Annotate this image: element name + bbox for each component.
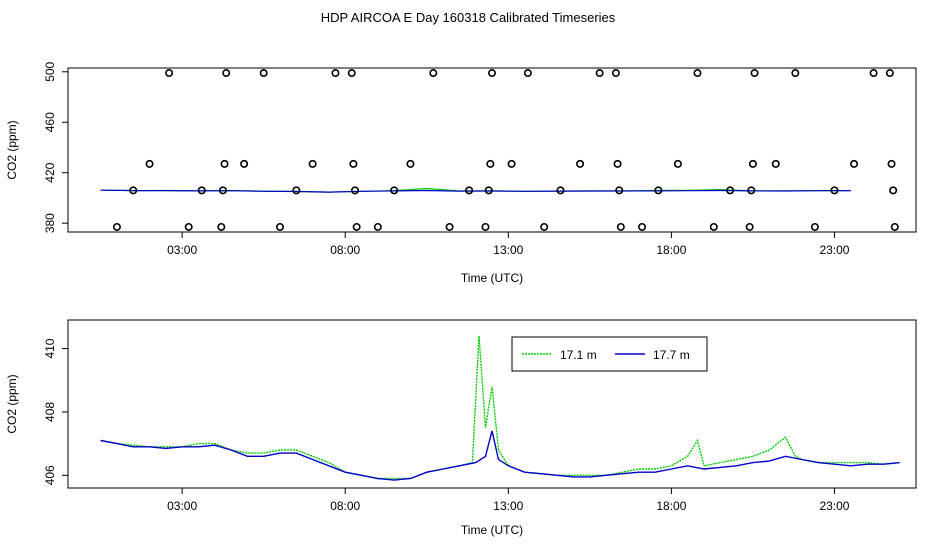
cal-marker [349, 159, 358, 168]
y-tick-label: 380 [43, 213, 57, 233]
cal-marker [347, 69, 356, 78]
x-tick-label: 23:00 [819, 243, 849, 257]
cal-marker [486, 159, 495, 168]
cal-marker [481, 222, 490, 231]
cal-marker [390, 186, 399, 195]
cal-marker [523, 69, 532, 78]
cal-marker [726, 186, 735, 195]
cal-marker [869, 69, 878, 78]
cal-marker [406, 159, 415, 168]
cal-marker [465, 186, 474, 195]
cal-marker [484, 186, 493, 195]
cal-marker [747, 186, 756, 195]
series-line-1 [100, 335, 900, 480]
cal-marker [218, 186, 227, 195]
panel-bottom: 03:00 08:00 13:00 18:00 23:00 406 408 410 Time (… [5, 319, 917, 537]
y-tick-label: 406 [43, 465, 57, 485]
x-tick-label: 18:00 [656, 243, 686, 257]
cal-marker [222, 69, 231, 78]
x-axis-label: Time (UTC) [461, 271, 523, 285]
cal-marker [275, 222, 284, 231]
cal-marker [373, 222, 382, 231]
cal-marker [556, 186, 565, 195]
cal-marker [540, 222, 549, 231]
cal-marker [889, 186, 898, 195]
cal-marker [791, 69, 800, 78]
data-layer [100, 335, 900, 481]
y-tick-label: 410 [43, 338, 57, 358]
cal-marker [331, 69, 340, 78]
cal-marker [165, 69, 174, 78]
cal-marker [487, 69, 496, 78]
cal-marker [445, 222, 454, 231]
series-line-2 [100, 189, 851, 193]
x-axis-label: Time (UTC) [461, 523, 523, 537]
legend: 17.1 m 17.7 m [511, 336, 708, 372]
cal-marker [613, 159, 622, 168]
cal-marker [745, 222, 754, 231]
x-tick-label: 08:00 [330, 243, 360, 257]
cal-marker [616, 222, 625, 231]
y-tick-label: 500 [43, 61, 57, 81]
cal-marker [885, 69, 894, 78]
cal-marker [615, 186, 624, 195]
cal-marker [352, 222, 361, 231]
cal-marker [693, 69, 702, 78]
cal-marker [184, 222, 193, 231]
plot-frame [67, 319, 917, 489]
cal-marker [507, 159, 516, 168]
y-tick-label: 460 [43, 112, 57, 132]
cal-marker [129, 186, 138, 195]
y-tick-label: 408 [43, 402, 57, 422]
panel-top: 03:00 08:00 13:00 18:00 23:00 380 420 460 500 Tim… [5, 61, 917, 285]
cal-marker [638, 222, 647, 231]
series-line-2 [100, 430, 900, 481]
cal-marker [611, 69, 620, 78]
legend-label: 17.1 m [560, 348, 597, 362]
cal-marker [709, 222, 718, 231]
cal-marker [308, 159, 317, 168]
x-tick-label: 03:00 [167, 499, 197, 513]
x-tick-label: 13:00 [493, 243, 523, 257]
data-layer [100, 69, 899, 231]
plot-frame [67, 67, 917, 233]
cal-marker [810, 222, 819, 231]
cal-marker [145, 159, 154, 168]
cal-marker [850, 159, 859, 168]
y-axis-label: CO2 (ppm) [5, 120, 19, 179]
y-tick-label: 420 [43, 162, 57, 182]
cal-marker [220, 159, 229, 168]
cal-marker [259, 69, 268, 78]
y-axis-label: CO2 (ppm) [5, 374, 19, 433]
cal-marker [654, 186, 663, 195]
legend-label: 17.7 m [653, 348, 690, 362]
cal-marker [890, 222, 899, 231]
x-tick-label: 03:00 [167, 243, 197, 257]
cal-marker [240, 159, 249, 168]
cal-marker [595, 69, 604, 78]
x-tick-label: 18:00 [656, 499, 686, 513]
chart-title: HDP AIRCOA E Day 160318 Calibrated Times… [321, 10, 616, 25]
cal-marker [673, 159, 682, 168]
cal-marker [748, 159, 757, 168]
cal-marker [112, 222, 121, 231]
cal-marker [292, 186, 301, 195]
cal-marker [576, 159, 585, 168]
x-tick-label: 08:00 [330, 499, 360, 513]
cal-marker [351, 186, 360, 195]
cal-marker [429, 69, 438, 78]
cal-marker [830, 186, 839, 195]
cal-marker [750, 69, 759, 78]
x-tick-label: 23:00 [819, 499, 849, 513]
x-tick-label: 13:00 [493, 499, 523, 513]
cal-marker [217, 222, 226, 231]
cal-marker [197, 186, 206, 195]
cal-marker [887, 159, 896, 168]
cal-marker [771, 159, 780, 168]
